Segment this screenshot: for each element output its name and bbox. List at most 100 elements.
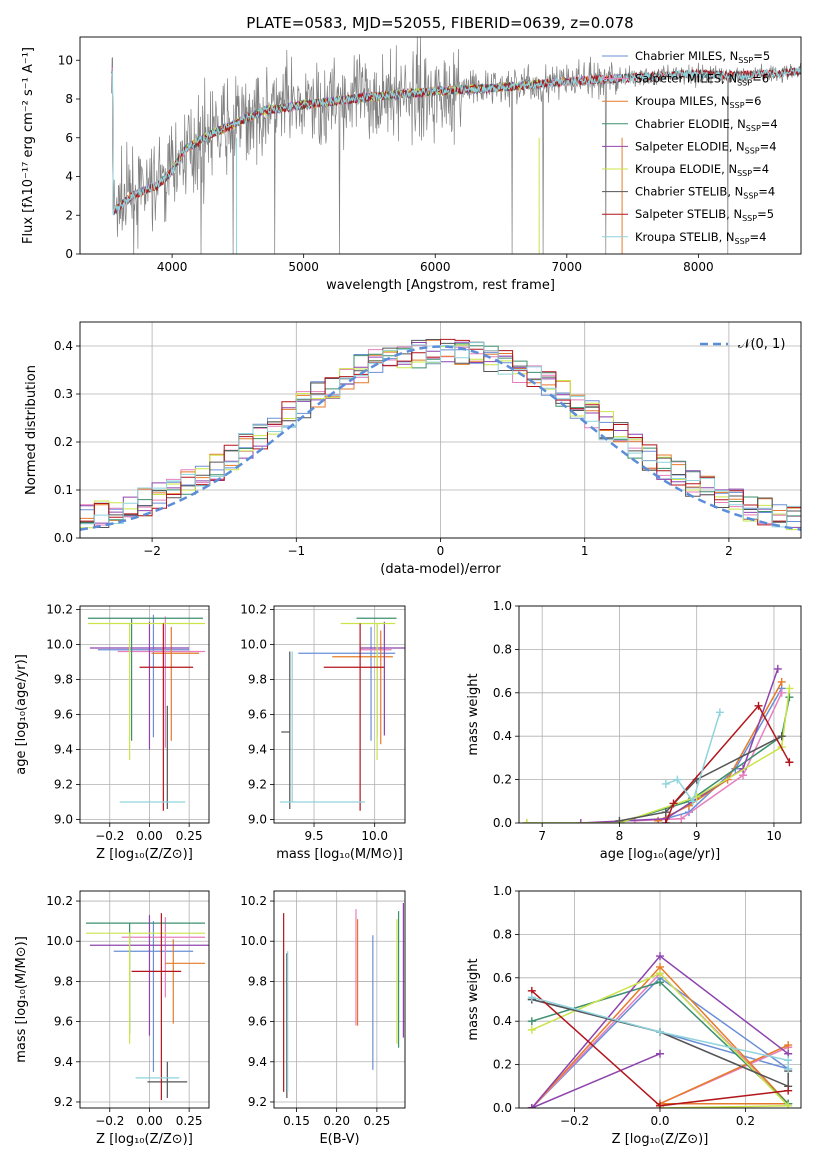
x-tick-label: −2: [143, 544, 161, 558]
x-axis-label: E(B-V): [319, 1132, 359, 1147]
weight-line: [526, 688, 791, 823]
weight-marker: [784, 1056, 793, 1065]
y-tick-label: 9.6: [54, 708, 73, 722]
x-tick-label: 8000: [683, 260, 714, 274]
grid: [274, 606, 405, 823]
weight-line: [531, 972, 790, 1108]
mass-EBV-panel: 0.15 0.20 0.25 9.2 9.4 9.6 9.8 10.0 10.2 E(B-V): [240, 890, 406, 1147]
y-tick-label: 0.2: [54, 435, 73, 449]
weight-age-panel: 7 8 9 10 0.0 0.2 0.4 0.6 0.8 1.0 age [log₁₀(age/yr…: [466, 599, 802, 862]
weight-marker: [777, 688, 786, 697]
y-tick-label: 9.8: [248, 974, 267, 988]
x-tick-label: 9.5: [304, 829, 323, 843]
x-axis-label: wavelength [Angstrom, rest frame]: [326, 278, 555, 293]
x-tick-label: 0.25: [364, 1114, 391, 1128]
x-tick-label: 7: [538, 829, 546, 843]
y-tick-label: 10.2: [46, 603, 73, 617]
y-tick-label: 0.3: [54, 387, 73, 401]
y-tick-label: 9.0: [54, 813, 73, 827]
weight-marker: [754, 701, 763, 710]
legend-label: Kroupa MILES, NSSP=6: [635, 94, 761, 110]
y-tick-label: 9.6: [54, 1015, 73, 1029]
weight-marker: [784, 1101, 793, 1108]
plot-area: [283, 903, 404, 1098]
weight-marker: [784, 1064, 793, 1073]
y-tick-label: 9.2: [54, 1095, 73, 1109]
weight-marker: [785, 758, 794, 767]
weight-line: [619, 735, 783, 822]
x-tick-label: 9: [693, 829, 701, 843]
y-tick-label: 1.0: [493, 599, 512, 613]
axes-frame: [273, 890, 406, 1109]
legend-label: Kroupa ELODIE, NSSP=4: [635, 162, 769, 178]
x-tick-label: 0.2: [736, 1114, 755, 1128]
weight-marker: [656, 952, 664, 961]
plot-area: [280, 617, 405, 811]
plot-area: [87, 614, 206, 811]
legend-label: Chabrier MILES, NSSP=5: [635, 49, 770, 65]
model-line: [111, 67, 801, 215]
weight-line: [634, 692, 783, 822]
weight-marker: [656, 1028, 664, 1037]
y-tick-label: 0.4: [493, 729, 512, 743]
y-tick-label: 0.6: [493, 971, 512, 985]
weight-line: [531, 955, 789, 1108]
legend-label: Chabrier ELODIE, NSSP=4: [635, 117, 778, 133]
y-tick-label: 9.2: [248, 778, 267, 792]
x-tick-label: 7000: [552, 260, 583, 274]
spectrum-panel: 4000 5000 6000 7000 8000 0 2 4 6 8 10 wavelength [A…: [21, 36, 802, 293]
age-mass-panel: 9.5 10.0 9.0 9.2 9.4 9.6 9.8 10.0 10.2 mass [log₁…: [240, 603, 406, 862]
legend-label: Salpeter STELIB, NSSP=5: [635, 207, 774, 223]
weight-marker: [777, 677, 786, 686]
axes-frame: [79, 605, 210, 824]
y-tick-label: 6: [65, 131, 73, 145]
y-tick-label: 9.8: [54, 974, 73, 988]
mass-Z-panel: −0.2 0.00 0.25 9.2 9.4 9.6 9.8 10.0 10.2 Z [log₁₀…: [14, 890, 210, 1147]
legend-label: 𝒩(0, 1): [738, 337, 785, 352]
residual-histogram: [80, 342, 801, 528]
x-axis-label: age [log₁₀(age/yr)]: [600, 847, 721, 862]
weight-line: [531, 998, 789, 1088]
y-axis-label: Normed distribution: [24, 365, 39, 495]
y-tick-label: 9.4: [54, 743, 73, 757]
y-tick-label: 0.2: [493, 773, 512, 787]
y-tick-label: 0.4: [54, 339, 73, 353]
y-tick-label: 10.0: [46, 638, 73, 652]
grid: [274, 891, 405, 1108]
y-tick-label: 0.8: [493, 927, 512, 941]
x-tick-label: −1: [287, 544, 305, 558]
x-tick-label: 0: [437, 544, 445, 558]
y-tick-label: 0.1: [54, 483, 73, 497]
x-tick-label: 2: [725, 544, 733, 558]
y-axis-label: mass weight: [466, 673, 481, 755]
y-tick-label: 9.6: [248, 1015, 267, 1029]
y-tick-label: 0: [65, 247, 73, 261]
x-tick-label: 0.0: [650, 1114, 669, 1128]
weight-marker: [615, 816, 624, 823]
plot-area: [527, 952, 793, 1108]
grid: [80, 606, 209, 823]
weight-marker: [661, 819, 670, 823]
axes-frame: [79, 321, 802, 539]
y-tick-label: 0.0: [493, 816, 512, 830]
y-tick-label: 2: [65, 208, 73, 222]
weight-marker: [673, 775, 682, 784]
y-tick-label: 9.8: [248, 673, 267, 687]
weight-marker: [527, 1017, 536, 1026]
y-tick-label: 10.0: [46, 934, 73, 948]
axes-frame: [518, 890, 802, 1109]
y-tick-label: 9.2: [248, 1095, 267, 1109]
x-axis-label: Z [log₁₀(Z/Z⊙)]: [612, 1132, 709, 1147]
y-tick-label: 1.0: [493, 884, 512, 898]
weight-marker: [784, 1041, 793, 1050]
x-axis-label: Z [log₁₀(Z/Z⊙)]: [96, 847, 193, 862]
y-tick-label: 8: [65, 92, 73, 106]
y-tick-label: 10.0: [240, 638, 267, 652]
axes-frame: [79, 890, 210, 1109]
weight-marker: [527, 1104, 536, 1108]
weight-line: [665, 712, 721, 803]
legend-label: Salpeter MILES, NSSP=6: [635, 72, 769, 88]
legend-label: Kroupa STELIB, NSSP=4: [635, 230, 766, 246]
y-tick-label: 9.6: [248, 708, 267, 722]
y-tick-label: 9.4: [54, 1055, 73, 1069]
